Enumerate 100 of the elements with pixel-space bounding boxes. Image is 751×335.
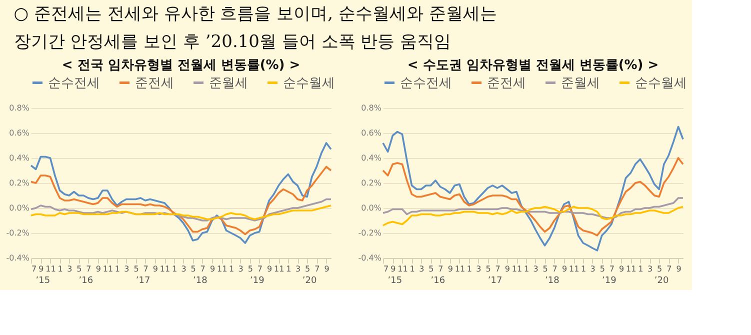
text: ’16 <box>78 276 94 286</box>
text: ’18 <box>192 276 208 286</box>
x-tick-label: 5 <box>76 264 82 274</box>
x-tick-label: 5 <box>134 264 139 274</box>
text: ’15 <box>36 276 50 286</box>
x-tick-label: 9 <box>324 264 330 274</box>
y-tick-label: 0.4% <box>361 154 382 162</box>
x-tick-label: 1 <box>638 264 644 274</box>
x-tick-label: 3 <box>590 264 596 274</box>
x-tick-label: 3 <box>181 264 186 274</box>
x-tick-label: 7 <box>86 264 92 274</box>
x-tick-label: 1 <box>524 264 530 274</box>
x-tick-label: 9 <box>96 264 101 274</box>
y-tick-label: -0.2% <box>358 228 382 238</box>
text: ’19 <box>250 276 265 286</box>
text: ’15 <box>388 276 402 286</box>
line-series <box>30 204 332 220</box>
x-tick-label: 11 <box>274 264 284 274</box>
text: ’16 <box>430 276 446 286</box>
x-tick-label: 11 <box>102 264 114 274</box>
x-tick-label: 1 <box>229 264 234 274</box>
x-tick-label: 7 <box>200 264 206 274</box>
text: ’20 <box>302 276 318 286</box>
line-series <box>30 142 332 244</box>
line-series <box>382 126 684 252</box>
line-series <box>30 198 332 222</box>
legend-label: 순수월세 <box>635 76 687 91</box>
y-tick-label: 0.4% <box>9 154 30 162</box>
x-tick-label: 7 <box>384 264 389 274</box>
x-tick-label: 9 <box>619 264 624 274</box>
x-tick-label: 9 <box>267 264 272 274</box>
x-tick-label: 9 <box>504 264 510 274</box>
x-tick-label: 3 <box>124 264 130 274</box>
x-tick-label: 1 <box>466 264 472 274</box>
text: ○ 준전세는 전세와 유사한 흐름을 보이며, 순수월세와 준월세는 <box>14 4 497 24</box>
text: ’18 <box>544 276 560 286</box>
y-tick-label: 0.2% <box>361 178 382 188</box>
text: ’17 <box>136 276 150 286</box>
x-tick-label: 9 <box>448 264 453 274</box>
x-tick-label: 7 <box>314 264 320 274</box>
y-tick-label: -0.2% <box>6 228 30 238</box>
x-tick-label: 11 <box>216 264 228 274</box>
x-tick-label: 9 <box>38 264 44 274</box>
text: ’17 <box>488 276 502 286</box>
x-tick-label: 9 <box>210 264 216 274</box>
chart-title: < 전국 임차유형별 전월세 변동률(%) > <box>62 58 300 73</box>
x-tick-label: 1 <box>114 264 120 274</box>
x-tick-label: 7 <box>32 264 37 274</box>
legend-label: 준월세 <box>209 76 248 91</box>
x-tick-label: 3 <box>296 264 301 274</box>
legend-label: 준월세 <box>561 76 600 91</box>
x-tick-label: 5 <box>657 264 662 274</box>
y-tick-label: 0.6% <box>9 128 30 138</box>
line-series <box>382 197 684 219</box>
text: ’19 <box>602 276 617 286</box>
x-tick-label: 9 <box>390 264 396 274</box>
x-tick-label: 9 <box>562 264 568 274</box>
line-series <box>382 206 684 226</box>
legend-label: 준전세 <box>135 76 174 91</box>
legend-label: 준전세 <box>487 76 526 91</box>
y-tick-label: -0.4% <box>6 254 30 262</box>
x-tick-label: 9 <box>676 264 682 274</box>
x-tick-label: 1 <box>410 264 415 274</box>
x-tick-label: 7 <box>666 264 672 274</box>
x-tick-label: 1 <box>286 264 292 274</box>
x-tick-label: 7 <box>609 264 614 274</box>
x-tick-label: 1 <box>58 264 63 274</box>
text: 장기간 안정세를 보인 후 ’20.10월 들어 소폭 반등 움직임 <box>14 32 452 52</box>
y-tick-label: 0.2% <box>9 178 30 188</box>
x-tick-label: 3 <box>67 264 72 274</box>
x-tick-label: 5 <box>486 264 491 274</box>
chart-title: < 수도권 임차유형별 전월세 변동률(%) > <box>407 58 659 73</box>
y-tick-label: 0.0% <box>9 204 30 212</box>
x-tick-label: 11 <box>160 264 170 274</box>
x-tick-label: 11 <box>46 264 56 274</box>
x-tick-label: 5 <box>428 264 434 274</box>
line-series <box>30 166 332 236</box>
x-tick-label: 7 <box>495 264 500 274</box>
x-tick-label: 11 <box>398 264 408 274</box>
x-tick-label: 3 <box>419 264 424 274</box>
x-tick-label: 5 <box>305 264 310 274</box>
x-tick-label: 3 <box>476 264 482 274</box>
y-tick-label: 0.8% <box>361 104 382 112</box>
line-series <box>382 157 684 236</box>
x-tick-label: 7 <box>257 264 262 274</box>
legend-label: 순수전세 <box>48 76 100 91</box>
x-tick-label: 9 <box>152 264 158 274</box>
legend-label: 순수월세 <box>283 76 335 91</box>
x-tick-label: 5 <box>248 264 253 274</box>
x-tick-label: 11 <box>568 264 580 274</box>
x-tick-label: 5 <box>600 264 605 274</box>
legend-label: 순수전세 <box>400 76 452 91</box>
y-tick-label: 0.8% <box>9 104 30 112</box>
x-tick-label: 11 <box>512 264 522 274</box>
y-tick-label: 0.0% <box>361 204 382 212</box>
x-tick-label: 3 <box>648 264 653 274</box>
text: ’20 <box>654 276 670 286</box>
x-tick-label: 11 <box>454 264 466 274</box>
x-tick-label: 3 <box>238 264 244 274</box>
x-tick-label: 5 <box>190 264 196 274</box>
